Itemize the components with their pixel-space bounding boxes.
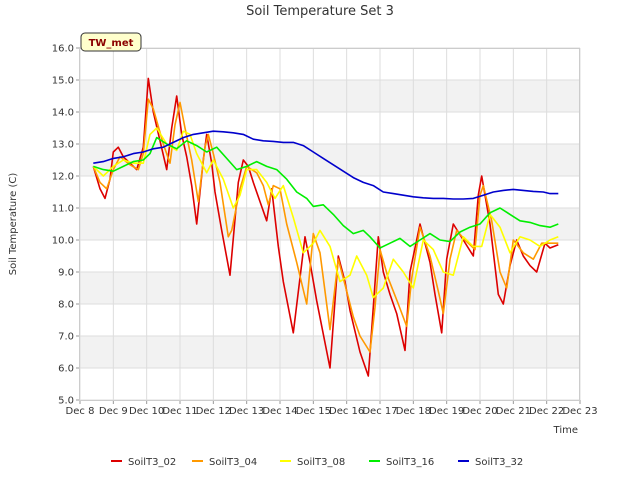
background-band (80, 48, 580, 80)
y-tick-label: 7.0 (58, 332, 74, 343)
background-band (80, 208, 580, 240)
y-tick-label: 11.0 (52, 204, 74, 215)
background-band (80, 176, 580, 208)
x-tick-label: Dec 20 (462, 406, 497, 417)
legend: SoilT3_02 SoilT3_04 SoilT3_08 SoilT3_16 Soil… (111, 457, 523, 468)
legend-label: SoilT3_02 (128, 457, 176, 468)
y-tick-label: 12.0 (52, 172, 74, 183)
plot-background-bands (80, 48, 580, 400)
background-band (80, 144, 580, 176)
plot-frame (79, 48, 580, 401)
x-tick-label: Dec 18 (396, 406, 431, 417)
y-tick-label: 10.0 (52, 236, 74, 247)
series-line-SoilT3_04 (92, 98, 559, 353)
x-tick-label: Dec 12 (196, 406, 231, 417)
legend-label: SoilT3_08 (297, 457, 345, 468)
series-line-SoilT3_32 (93, 130, 559, 200)
x-tick-label: Dec 17 (362, 406, 397, 417)
x-tick-label: Dec 8 (66, 406, 95, 417)
x-tick-label: Dec 22 (529, 406, 564, 417)
grid-lines (79, 47, 581, 401)
y-axis-label: Soil Temperature (C) (8, 173, 19, 276)
y-tick-label: 13.0 (52, 140, 74, 151)
legend-label: SoilT3_16 (386, 457, 434, 468)
x-tick-label: Dec 9 (99, 406, 128, 417)
y-tick-label: 14.0 (52, 108, 74, 119)
x-tick-label: Dec 15 (296, 406, 331, 417)
background-band (80, 240, 580, 272)
y-tick-label: 15.0 (52, 76, 74, 87)
x-tick-label: Dec 16 (329, 406, 364, 417)
y-axis: 5.0 6.0 7.0 8.0 9.0 10.0 11.0 12.0 13.0 14.0 15.0 1… (52, 44, 80, 407)
x-tick-label: Dec 23 (562, 406, 597, 417)
series-line-SoilT3_16 (93, 136, 559, 249)
x-axis-label: Time (553, 425, 578, 436)
background-band (80, 272, 580, 304)
background-band (80, 368, 580, 400)
x-tick-label: Dec 21 (496, 406, 531, 417)
series-line-SoilT3_02 (92, 77, 559, 377)
legend-label: SoilT3_32 (475, 457, 523, 468)
station-badge-label: TW_met (89, 38, 134, 49)
background-band (80, 80, 580, 112)
x-tick-label: Dec 10 (129, 406, 164, 417)
y-tick-label: 6.0 (58, 364, 74, 375)
chart-title: Soil Temperature Set 3 (246, 4, 394, 19)
y-tick-label: 5.0 (58, 396, 74, 407)
x-tick-label: Dec 11 (162, 406, 197, 417)
series-lines (92, 77, 559, 377)
y-tick-label: 9.0 (58, 268, 74, 279)
y-tick-label: 16.0 (52, 44, 74, 55)
station-badge: TW_met (80, 32, 142, 52)
x-tick-label: Dec 14 (262, 406, 297, 417)
station-badge-box (80, 32, 142, 52)
x-tick-label: Dec 13 (229, 406, 264, 417)
x-tick-label: Dec 19 (429, 406, 464, 417)
background-band (80, 304, 580, 336)
y-tick-label: 8.0 (58, 300, 74, 311)
legend-label: SoilT3_04 (209, 457, 257, 468)
